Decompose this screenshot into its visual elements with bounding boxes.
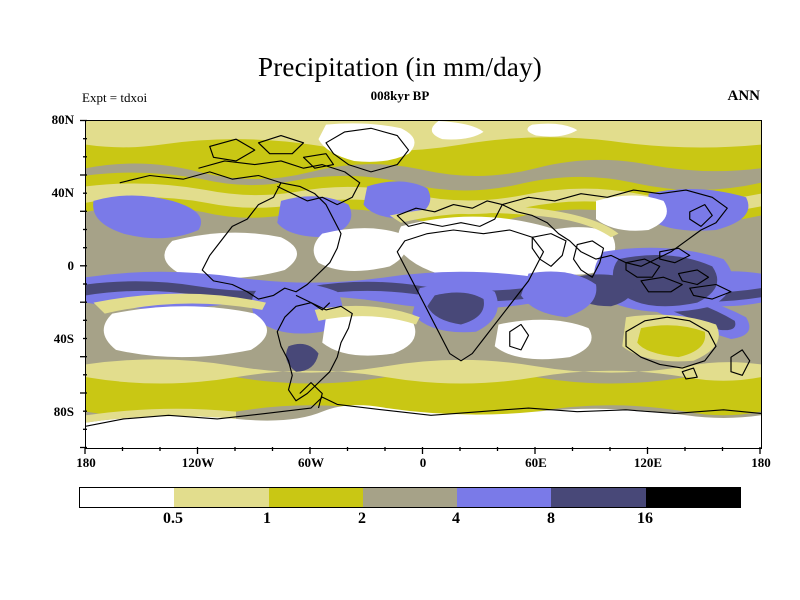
y-tick-label: 80S: [53, 404, 74, 419]
x-tick-label: 60E: [525, 455, 547, 470]
colorbar-band-3: [362, 488, 458, 507]
coastline-layer: [86, 127, 761, 427]
y-tick-label: 0: [67, 258, 75, 273]
colorbar-tick-label: 0.5: [163, 510, 183, 527]
x-tick-label: 120E: [633, 455, 663, 470]
contour-fill-layer: [86, 121, 761, 448]
colorbar-tick-label: 1: [263, 510, 271, 527]
y-tick-label: 80N: [51, 112, 74, 127]
colorbar: [79, 487, 741, 508]
experiment-label: Expt = tdxoi: [82, 90, 148, 105]
y-axis-labels: 80N 40N 0 40S 80S: [28, 112, 75, 447]
colorbar-tick-label: 2: [358, 510, 366, 527]
y-tick-label: 40S: [53, 331, 74, 346]
colorbar-band-0: [80, 488, 175, 507]
colorbar-band-2: [268, 488, 363, 507]
colorbar-labels: 0.5 1 2 4 8 16: [79, 510, 741, 532]
x-tick-label: 60W: [298, 455, 324, 470]
y-tick-label: 40N: [51, 185, 74, 200]
x-tick-label: 180: [76, 455, 96, 470]
x-tick-label: 180: [751, 455, 771, 470]
page-title: Precipitation (in mm/day): [258, 52, 542, 82]
colorbar-band-1: [174, 488, 269, 507]
colorbar-band-4: [457, 488, 552, 507]
chart-subtitle: 008kyr BP: [370, 88, 430, 103]
y-axis-ticks: [80, 119, 87, 449]
colorbar-tick-label: 8: [547, 510, 555, 527]
x-axis-labels: 180 120W 60W 0 60E 120E 180: [76, 455, 771, 475]
colorbar-tick-label: 4: [452, 510, 460, 527]
x-tick-label: 120W: [181, 455, 215, 470]
colorbar-tick-label: 16: [637, 510, 653, 527]
colorbar-band-5: [551, 488, 646, 507]
season-label: ANN: [727, 88, 761, 104]
map-plot-area: [85, 120, 762, 449]
map-svg: [86, 121, 761, 448]
x-tick-label: 0: [419, 455, 427, 470]
colorbar-band-6: [645, 488, 740, 507]
x-axis-ticks: [84, 447, 761, 454]
